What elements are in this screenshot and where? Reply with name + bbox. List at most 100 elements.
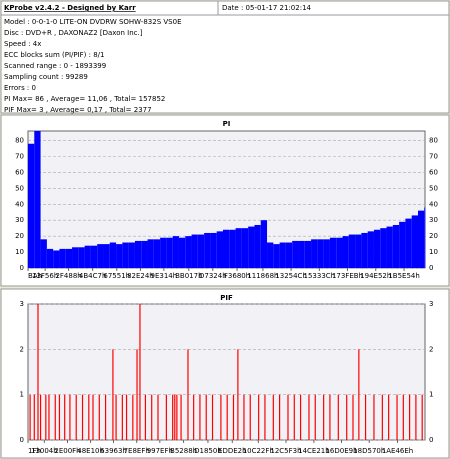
x-tick-label: D7324h [199,272,227,280]
y-tick-label: 60 [15,168,24,176]
chart-title: PI [223,120,231,128]
pi-bar [424,207,426,268]
pi-bar [72,247,79,268]
pi-bar [109,242,117,268]
pi-bar [292,240,299,268]
pi-bar [59,248,66,268]
pi-bar [411,215,418,268]
x-tick-label: B5288h [170,447,197,455]
y2-tick-label: 10 [429,248,438,256]
pi-bar [399,221,406,268]
pi-bar [361,232,368,268]
y-tick-label: 0 [20,436,24,444]
y-tick-label: 3 [20,300,24,308]
pi-bar [204,232,211,268]
pi-bar [311,239,318,268]
pi-bar [373,229,381,268]
pi-bar [216,231,223,268]
y-tick-label: 50 [15,184,24,192]
x-tick-label: 1Fh [28,447,41,455]
y-tick-label: 20 [15,232,24,240]
info-line: Disc : DVD+R , DAXONAZ2 [Daxon Inc.] [4,29,143,37]
x-tick-label: 173FEBh [332,272,363,280]
x-tick-label: F3680h [224,272,250,280]
info-panel [0,0,450,114]
pi-bar [222,229,230,268]
info-line: Model : 0-0-1-0 LITE-ON DVDRW SOHW-832S … [4,18,182,26]
scan-date: Date : 05-01-17 21:02:14 [222,4,312,12]
pi-bar [65,248,73,268]
y-tick-label: 80 [15,137,24,145]
chart-title: PIF [220,294,233,302]
y-tick-label: 10 [15,248,24,256]
pi-bar [405,218,412,268]
pi-bar [90,245,98,268]
y2-tick-label: 30 [429,216,438,224]
pi-bar [40,239,47,268]
pi-bar [267,242,274,268]
y-tick-label: 70 [15,152,24,160]
pi-bar [380,228,387,268]
pi-bar [392,224,400,268]
x-tick-label: 18D570h [353,447,385,455]
x-tick-label: 111868h [247,272,278,280]
x-tick-label: 13F56h [32,272,58,280]
pi-bar [329,237,337,268]
pi-bar [185,236,192,268]
pi-bar [160,237,167,268]
pi-bar [304,240,312,268]
info-line: Errors : 0 [4,84,36,92]
y-tick-label: 40 [15,200,24,208]
x-tick-label: 13004h [31,447,58,455]
app-title: KProbe v2.4.2 - Designed by Karr [4,4,136,12]
pi-bar [342,236,349,268]
pi-bar [298,240,305,268]
pi-bar [285,242,293,268]
info-line: ECC blocks sum (PI/PIF) : 8/1 [4,51,105,59]
pi-bar [28,143,35,268]
pi-bar [386,226,393,268]
y2-tick-label: 20 [429,232,438,240]
pi-bar [279,242,286,268]
x-tick-label: 10C22Fh [243,447,274,455]
pi-bar [229,229,236,268]
x-tick-label: 9E314h [151,272,178,280]
pi-bar [34,131,41,268]
pi-bar [323,239,330,268]
x-tick-label: 15333Ch [304,272,336,280]
x-tick-label: 1AE46Eh [382,447,413,455]
pi-bar [197,234,205,268]
y2-tick-label: 70 [429,152,438,160]
pi-bar [178,237,186,268]
pi-bar [336,237,343,268]
pi-bar [141,240,148,268]
info-line: Sampling count : 99289 [4,73,88,81]
info-line: PI Max= 86 , Average= 11,06 , Total= 157… [4,95,165,103]
x-tick-label: 2E00Fh [54,447,80,455]
x-tick-label: EDDE2h [218,447,247,455]
x-tick-label: 63963h [100,447,127,455]
pi-bar [260,220,268,268]
x-tick-label: 67551h [103,272,130,280]
y-tick-label: 30 [15,216,24,224]
pi-bar [122,242,129,268]
pi-bar [210,232,217,268]
x-tick-label: BAh [28,272,42,280]
x-tick-label: 194E52h [360,272,391,280]
pi-bar [248,226,255,268]
x-tick-label: 12C5F3h [270,447,301,455]
y2-tick-label: 80 [429,137,438,145]
y-tick-label: 2 [20,345,24,353]
pi-bar [367,231,374,268]
pi-bar [46,248,54,268]
pi-bar [317,239,324,268]
y2-tick-label: 3 [429,300,433,308]
pi-bar [153,239,161,268]
x-tick-label: 16D0E9h [325,447,357,455]
pi-bar [166,237,173,268]
info-line: Scanned range : 0 - 1893399 [4,62,106,70]
pi-bar [97,244,104,268]
pi-bar [84,245,91,268]
y2-tick-label: 1 [429,391,433,399]
